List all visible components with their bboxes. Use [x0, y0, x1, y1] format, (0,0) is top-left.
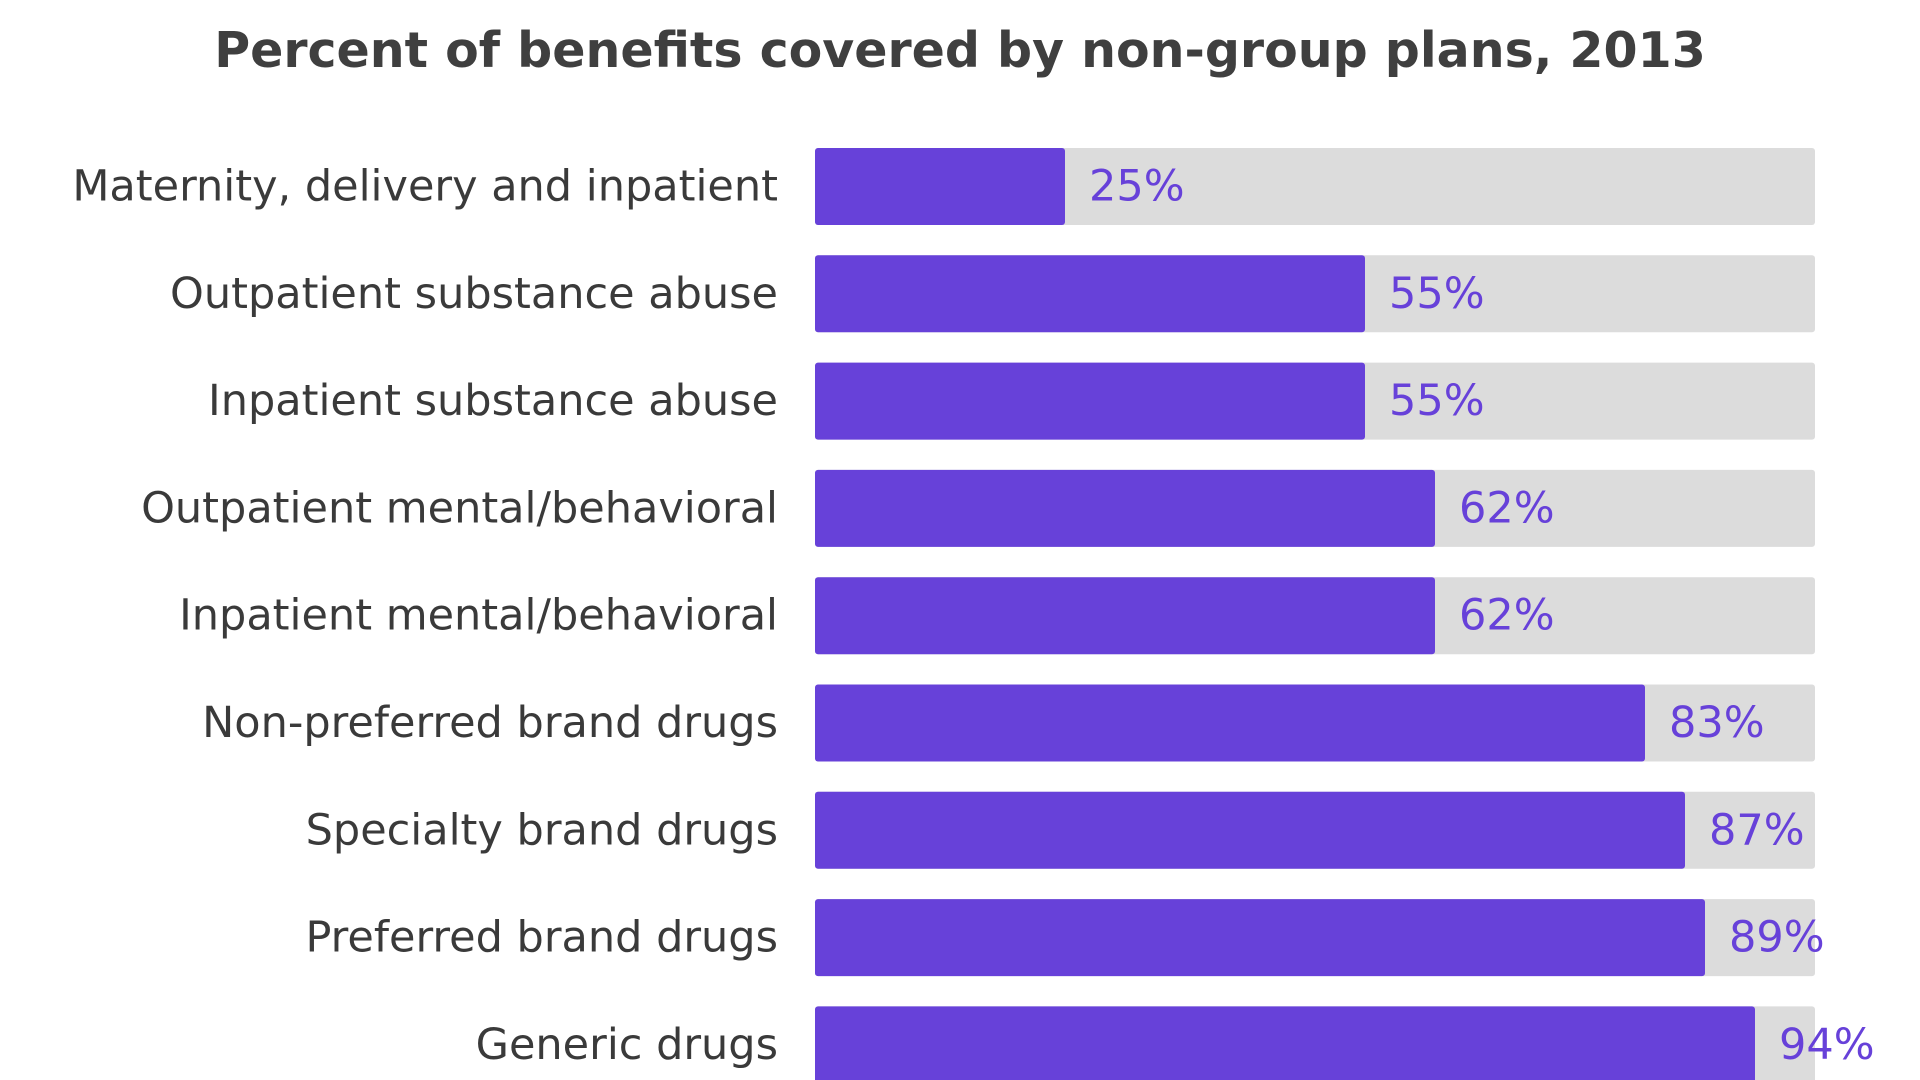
- bar: [815, 684, 1645, 762]
- category-label: Non-preferred brand drugs: [202, 698, 778, 748]
- category-label: Maternity, delivery and inpatient: [72, 162, 778, 212]
- category-label: Outpatient substance abuse: [170, 269, 778, 319]
- chart-title: Percent of benefits covered by non-group…: [214, 22, 1706, 79]
- category-label: Generic drugs: [476, 1020, 778, 1070]
- bar: [815, 577, 1435, 655]
- category-label: Inpatient mental/behavioral: [179, 591, 778, 641]
- value-label: 89%: [1729, 913, 1825, 963]
- bar: [815, 469, 1435, 547]
- bar: [815, 1006, 1755, 1080]
- value-label: 83%: [1669, 698, 1765, 748]
- value-label: 62%: [1459, 483, 1555, 533]
- value-label: 87%: [1709, 805, 1805, 855]
- value-label: 55%: [1389, 269, 1485, 319]
- value-label: 55%: [1389, 376, 1485, 426]
- value-label: 94%: [1779, 1020, 1875, 1070]
- category-label: Outpatient mental/behavioral: [141, 483, 778, 533]
- category-label: Preferred brand drugs: [306, 913, 779, 963]
- bar: [815, 148, 1065, 225]
- bar: [815, 362, 1365, 440]
- category-label: Inpatient substance abuse: [208, 376, 778, 426]
- bar: [815, 255, 1365, 333]
- bar: [815, 899, 1705, 977]
- category-label: Specialty brand drugs: [306, 805, 778, 855]
- bar: [815, 791, 1685, 869]
- value-label: 62%: [1459, 591, 1555, 641]
- value-label: 25%: [1089, 162, 1185, 212]
